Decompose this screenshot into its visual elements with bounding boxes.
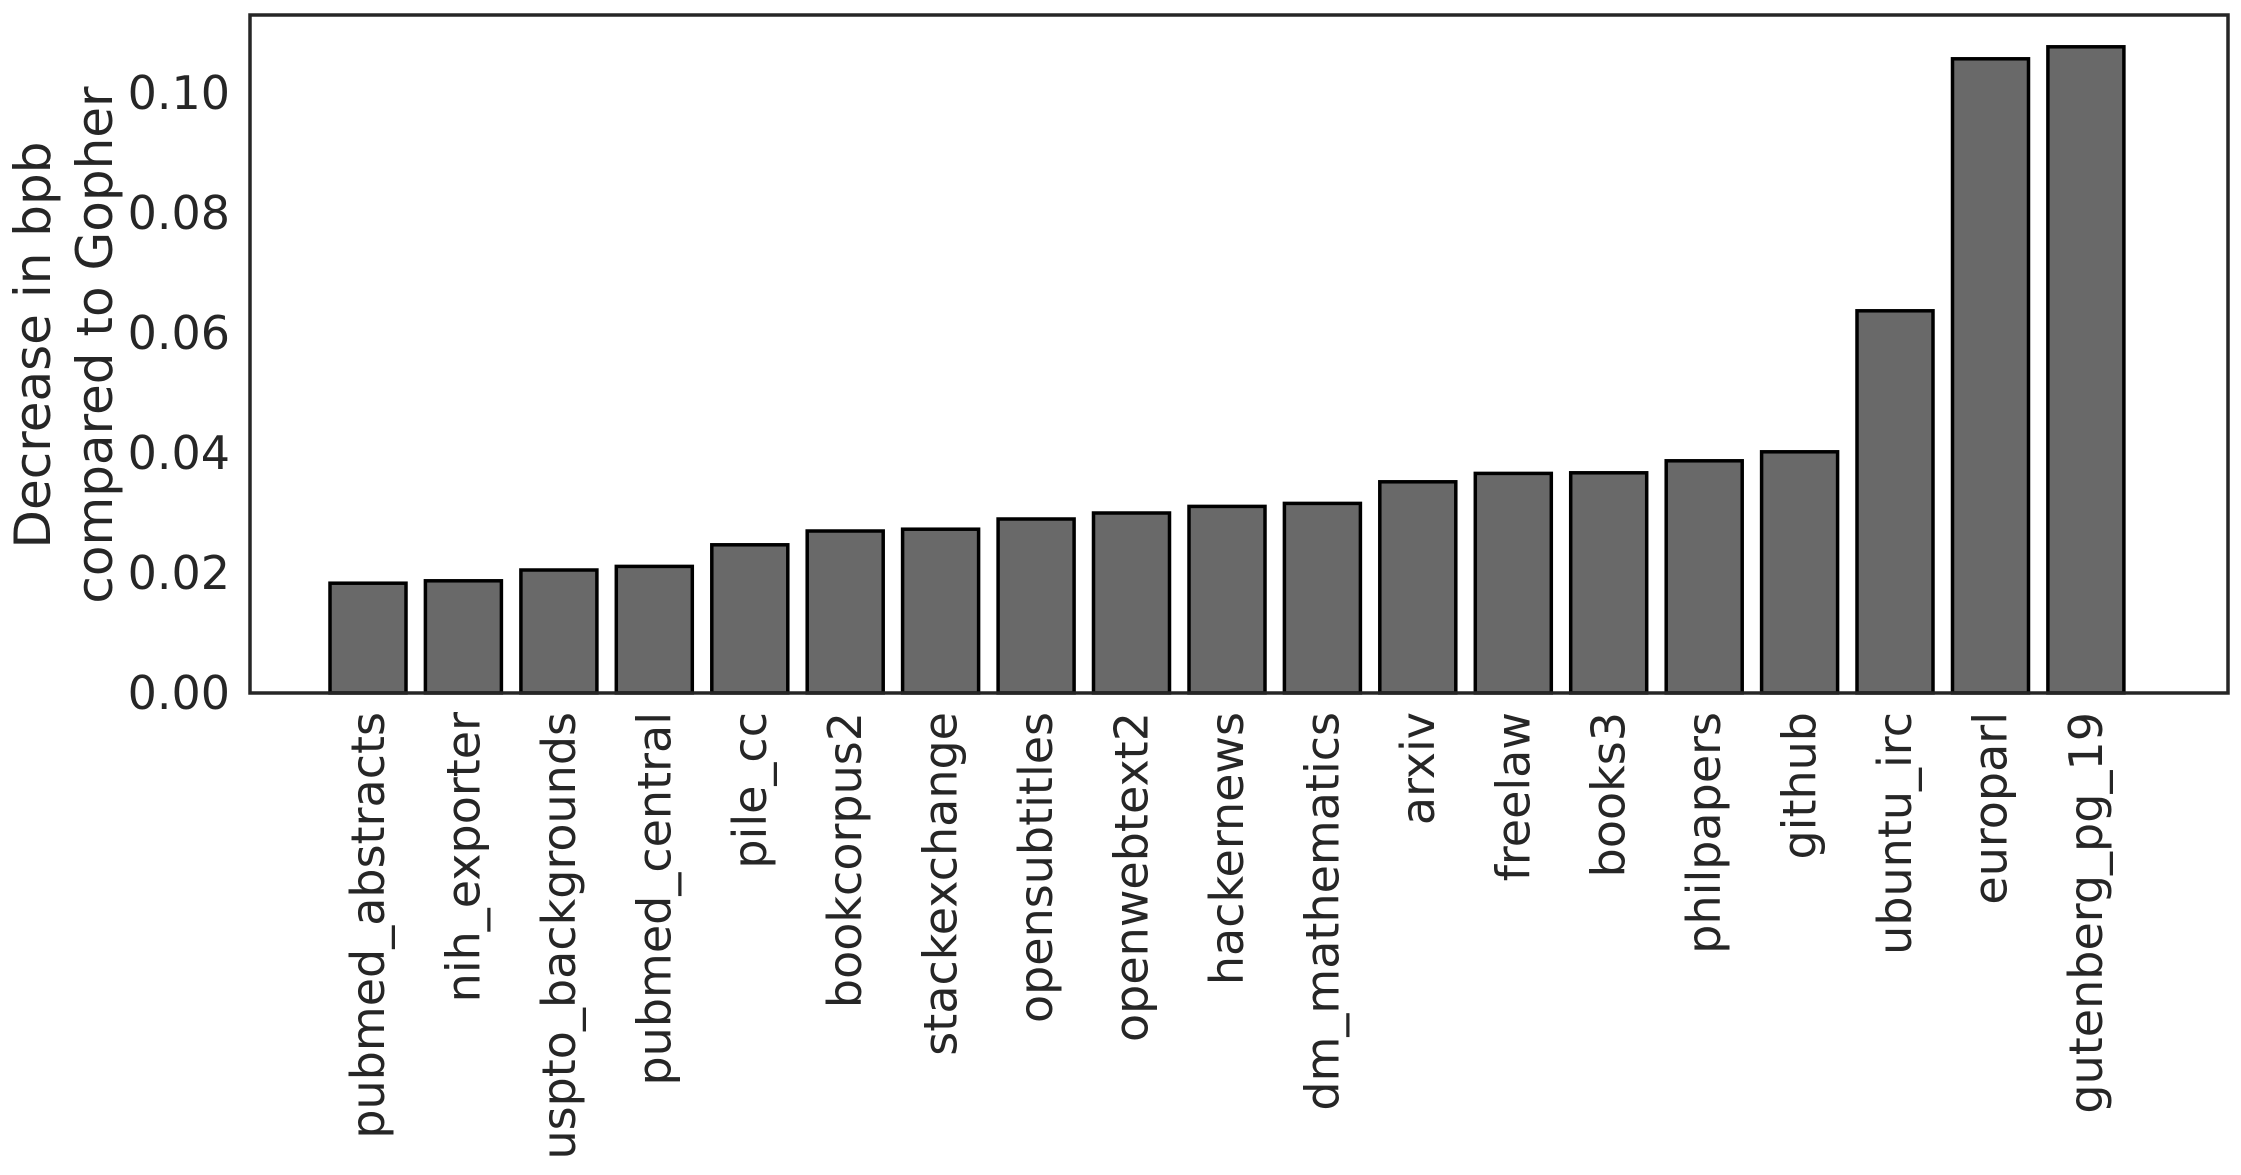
bar-ubuntu_irc [1855, 309, 1935, 695]
y-tick-label: 0.00 [128, 666, 230, 720]
x-tick-label-uspto_backgrounds: uspto_backgrounds [532, 712, 586, 1160]
bar-bookcorpus2 [805, 529, 885, 695]
y-tick-label: 0.10 [128, 66, 230, 120]
bar-stackexchange [900, 527, 981, 695]
x-tick-label-hackernews: hackernews [1200, 712, 1254, 985]
x-tick-label-opensubtitles: opensubtitles [1009, 712, 1063, 1023]
x-tick-label-github: github [1773, 712, 1827, 860]
bar-github [1759, 450, 1840, 695]
x-tick-label-nih_exporter: nih_exporter [436, 712, 490, 1002]
y-axis-label-line-1: Decrease in bpb [4, 141, 62, 548]
bar-europarl [1950, 57, 2031, 695]
plot-frame [248, 13, 2230, 695]
y-tick-label: 0.08 [128, 186, 230, 240]
x-tick-label-stackexchange: stackexchange [914, 712, 968, 1056]
y-tick-label: 0.06 [128, 306, 230, 360]
bar-gutenberg_pg_19 [2046, 45, 2126, 695]
y-axis-label: Decrease in bpb compared to Gopher [4, 86, 124, 604]
x-tick-label-pubmed_abstracts: pubmed_abstracts [341, 712, 395, 1139]
bar-opensubtitles [996, 517, 1076, 695]
x-tick-label-pubmed_central: pubmed_central [627, 712, 681, 1086]
x-tick-label-bookcorpus2: bookcorpus2 [818, 712, 872, 1008]
x-tick-label-arxiv: arxiv [1391, 712, 1445, 825]
bar-dm_mathematics [1282, 501, 1363, 695]
bar-openwebtext2 [1091, 511, 1172, 695]
x-tick-label-ubuntu_irc: ubuntu_irc [1868, 712, 1922, 955]
bar-philpapers [1664, 459, 1744, 695]
bar-uspto_backgrounds [519, 568, 599, 695]
bars [328, 45, 2126, 695]
x-tick-label-freelaw: freelaw [1486, 712, 1540, 881]
y-axis-ticks: 0.00 0.02 0.04 0.06 0.08 0.10 [128, 66, 230, 720]
x-tick-label-dm_mathematics: dm_mathematics [1295, 712, 1349, 1111]
bar-freelaw [1473, 471, 1554, 695]
x-tick-label-philpapers: philpapers [1677, 712, 1731, 954]
x-tick-label-europarl: europarl [1964, 712, 2018, 905]
x-tick-label-openwebtext2: openwebtext2 [1105, 712, 1159, 1042]
y-tick-label: 0.04 [128, 426, 230, 480]
y-tick-label: 0.02 [128, 546, 230, 600]
bar-pubmed_central [614, 564, 695, 695]
x-tick-label-books3: books3 [1582, 712, 1636, 877]
x-tick-label-gutenberg_pg_19: gutenberg_pg_19 [2059, 712, 2113, 1114]
bar-pubmed_abstracts [328, 581, 408, 695]
y-axis-label-line-2: compared to Gopher [66, 86, 124, 604]
x-axis-ticks: pubmed_abstracts nih_exporter uspto_backgr… [341, 712, 2113, 1160]
bar-arxiv [1378, 480, 1458, 695]
bar-pile_cc [710, 543, 790, 695]
bar-nih_exporter [423, 579, 504, 695]
bar-hackernews [1187, 504, 1267, 695]
x-tick-label-pile_cc: pile_cc [723, 712, 777, 869]
bar-books3 [1568, 471, 1649, 695]
